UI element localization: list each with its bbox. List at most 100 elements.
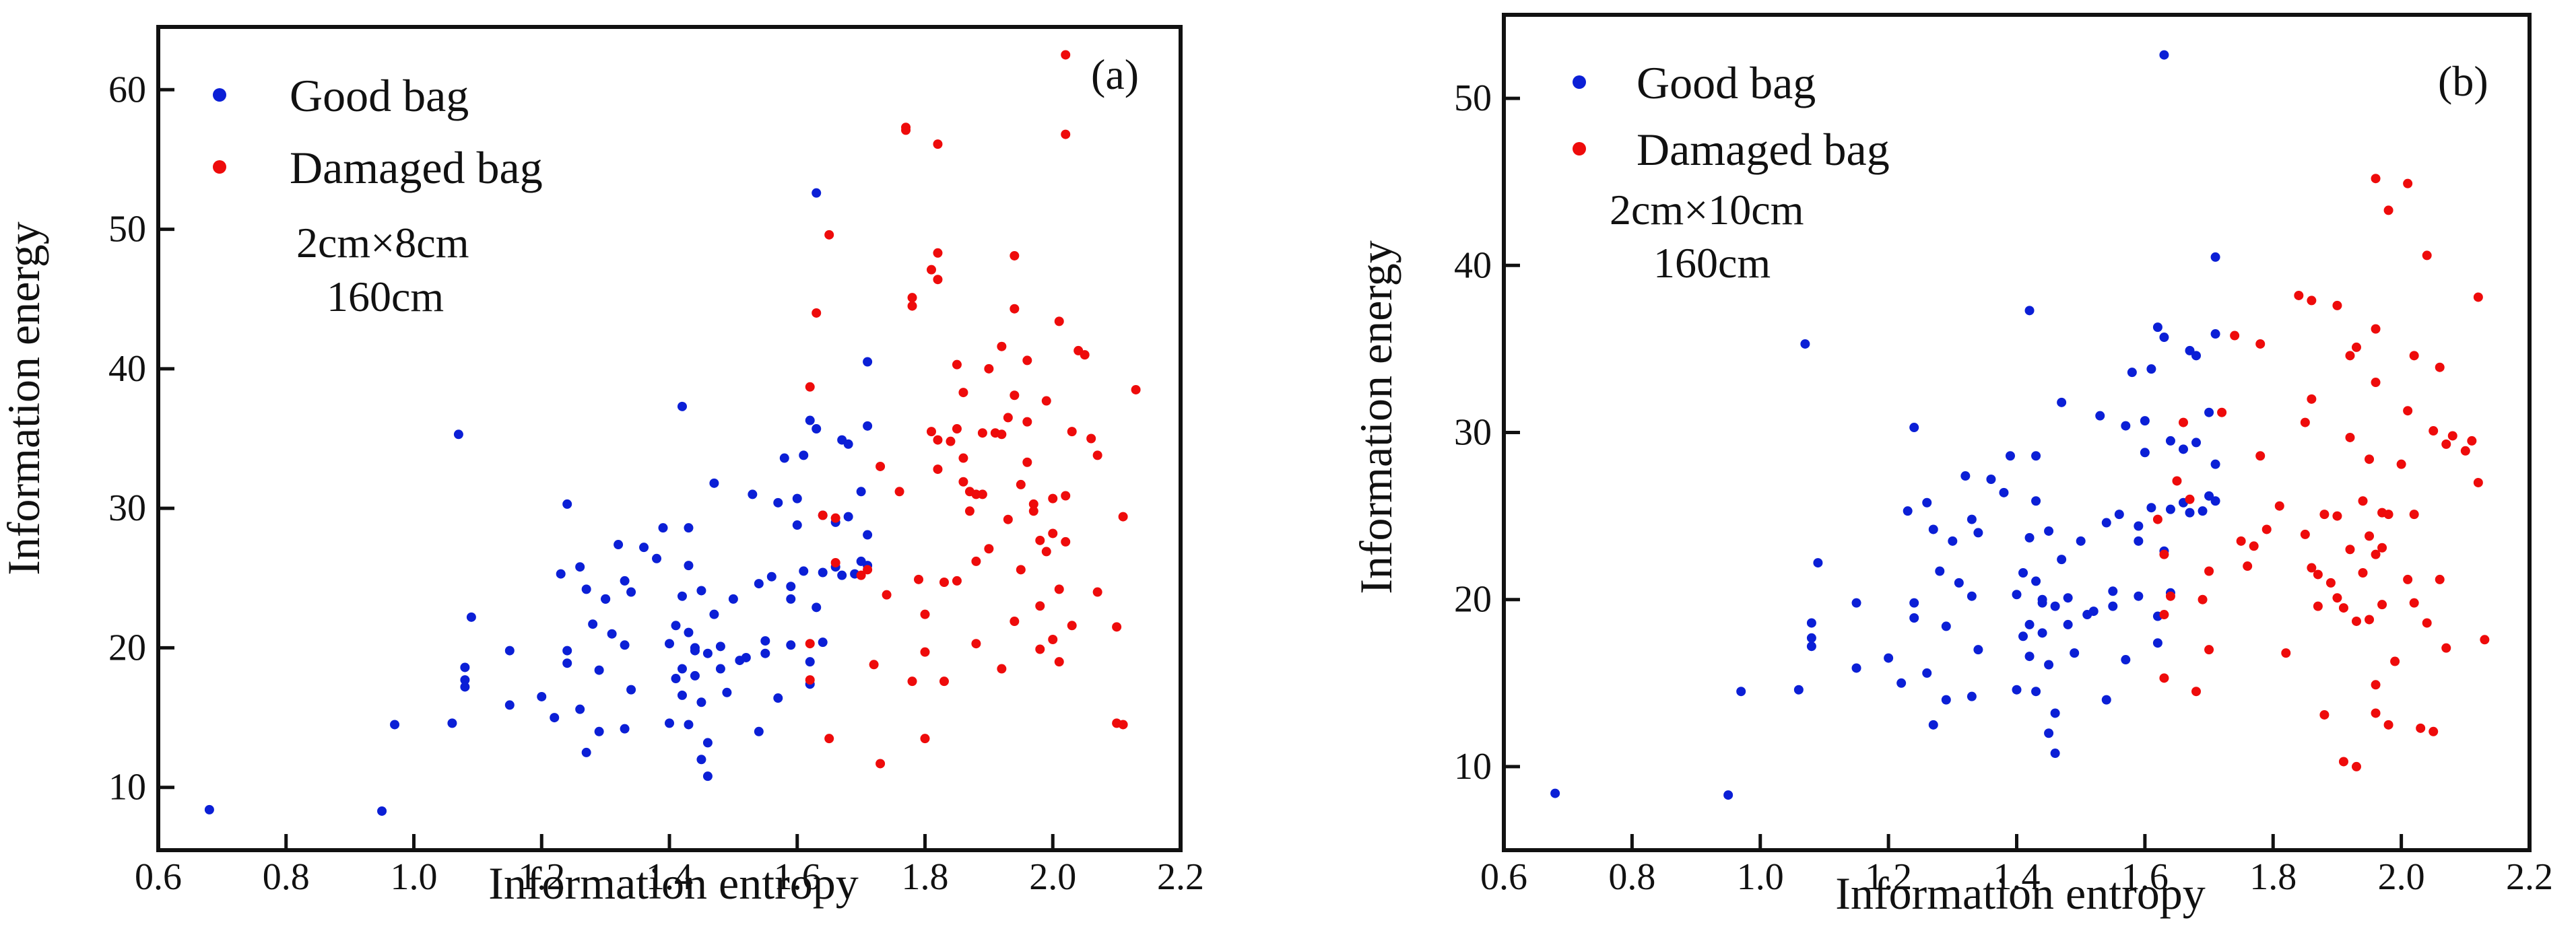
a-good-point-53 [696, 755, 706, 765]
b-damaged-point-22 [2294, 290, 2304, 300]
a-damaged-point-53 [997, 429, 1007, 440]
b-damaged-point-40 [2345, 432, 2355, 442]
a-x-tick-label-5: 1.6 [774, 856, 821, 898]
b-damaged-point-48 [2365, 615, 2375, 625]
b-good-point-33 [1999, 487, 2009, 497]
a-damaged-point-54 [1003, 514, 1013, 524]
b-good-point-11 [1884, 653, 1894, 663]
a-good-point-61 [722, 687, 732, 697]
b-y-tick-label-2: 30 [1454, 412, 1492, 454]
a-good-point-54 [702, 648, 713, 658]
b-damaged-point-50 [2371, 324, 2381, 334]
a-good-point-76 [786, 640, 796, 650]
a-good-point-12 [550, 713, 560, 723]
b-good-point-92 [2185, 508, 2195, 518]
a-damaged-point-10 [863, 565, 873, 575]
b-damaged-point-74 [2435, 362, 2445, 372]
b-good-point-55 [2050, 749, 2060, 759]
a-good-point-38 [671, 674, 681, 684]
legend-good-label-b: Good bag [1637, 57, 1816, 108]
b-damaged-point-82 [2473, 477, 2483, 487]
a-damaged-point-23 [920, 734, 930, 744]
a-good-point-45 [684, 627, 694, 637]
a-good-point-5 [460, 662, 470, 672]
b-good-point-32 [1986, 474, 1996, 484]
a-damaged-point-13 [876, 461, 886, 471]
a-good-point-97 [856, 487, 866, 497]
a-good-point-74 [786, 582, 796, 592]
a-damaged-point-17 [901, 123, 911, 133]
points-b [1550, 50, 2490, 800]
a-damaged-point-18 [907, 293, 917, 303]
b-damaged-point-45 [2358, 567, 2368, 578]
a-good-point-44 [684, 561, 694, 571]
b-good-point-45 [2031, 451, 2041, 461]
a-good-point-89 [818, 637, 828, 648]
a-good-point-65 [748, 489, 758, 499]
b-good-point-53 [2050, 601, 2060, 611]
a-damaged-point-34 [946, 436, 956, 446]
b-good-point-67 [2108, 586, 2118, 596]
a-good-point-32 [626, 685, 636, 695]
y-axis-label-a: Information energy [0, 221, 49, 576]
b-good-point-96 [2204, 407, 2214, 417]
a-x-tick-label-8: 2.2 [1157, 856, 1204, 898]
a-good-point-33 [639, 543, 649, 553]
a-x-tick-label-0: 0.6 [135, 856, 182, 898]
b-good-point-27 [1967, 514, 1977, 524]
a-damaged-point-46 [977, 428, 987, 438]
a-good-point-99 [863, 357, 873, 367]
b-good-point-56 [2057, 555, 2067, 565]
a-good-point-79 [799, 450, 809, 460]
a-good-point-101 [863, 530, 873, 540]
a-damaged-point-69 [1035, 644, 1045, 654]
a-damaged-point-82 [1067, 621, 1077, 631]
b-damaged-point-23 [2300, 529, 2310, 539]
b-good-point-35 [2012, 590, 2022, 600]
a-damaged-point-77 [1054, 584, 1064, 594]
b-good-point-37 [2018, 631, 2028, 641]
b-good-point-58 [2063, 593, 2073, 603]
a-damaged-point-8 [830, 513, 840, 523]
b-good-point-72 [2127, 368, 2137, 378]
a-damaged-point-81 [1061, 491, 1071, 501]
b-damaged-point-62 [2396, 459, 2406, 469]
b-good-point-36 [2012, 685, 2022, 695]
a-damaged-point-40 [958, 477, 968, 487]
b-damaged-point-38 [2345, 545, 2355, 555]
b-damaged-point-52 [2371, 549, 2381, 559]
b-damaged-point-37 [2338, 757, 2348, 767]
b-good-point-5 [1806, 618, 1816, 628]
b-damaged-point-77 [2441, 643, 2451, 653]
a-good-point-21 [588, 619, 598, 629]
b-damaged-point-18 [2255, 451, 2266, 461]
a-damaged-point-72 [1048, 493, 1058, 504]
b-good-point-34 [2005, 451, 2015, 461]
b-damaged-point-29 [2313, 601, 2323, 611]
a-damaged-point-67 [1035, 535, 1045, 545]
a-good-point-86 [812, 602, 822, 613]
b-good-point-13 [1903, 506, 1913, 516]
a-damaged-point-70 [1041, 396, 1051, 406]
b-damaged-point-70 [2422, 250, 2432, 261]
a-damaged-point-12 [876, 759, 886, 769]
b-good-point-94 [2191, 438, 2202, 448]
a-good-point-31 [626, 587, 636, 597]
b-damaged-point-24 [2300, 417, 2310, 427]
b-good-point-78 [2146, 364, 2156, 374]
b-damaged-point-42 [2351, 616, 2361, 626]
a-damaged-point-49 [984, 363, 994, 374]
b-good-point-10 [1851, 598, 1861, 608]
a-damaged-point-4 [818, 510, 828, 520]
b-good-point-31 [1973, 645, 1983, 655]
a-damaged-point-0 [805, 382, 815, 392]
b-good-point-61 [2076, 536, 2086, 546]
a-damaged-point-62 [1022, 417, 1032, 427]
b-good-point-12 [1896, 678, 1907, 688]
b-x-tick-label-5: 1.6 [2121, 856, 2169, 898]
b-damaged-point-69 [2416, 723, 2426, 733]
a-damaged-point-68 [1035, 601, 1045, 611]
b-damaged-point-57 [2377, 600, 2387, 610]
a-good-point-29 [620, 640, 630, 650]
b-damaged-point-78 [2447, 431, 2457, 441]
